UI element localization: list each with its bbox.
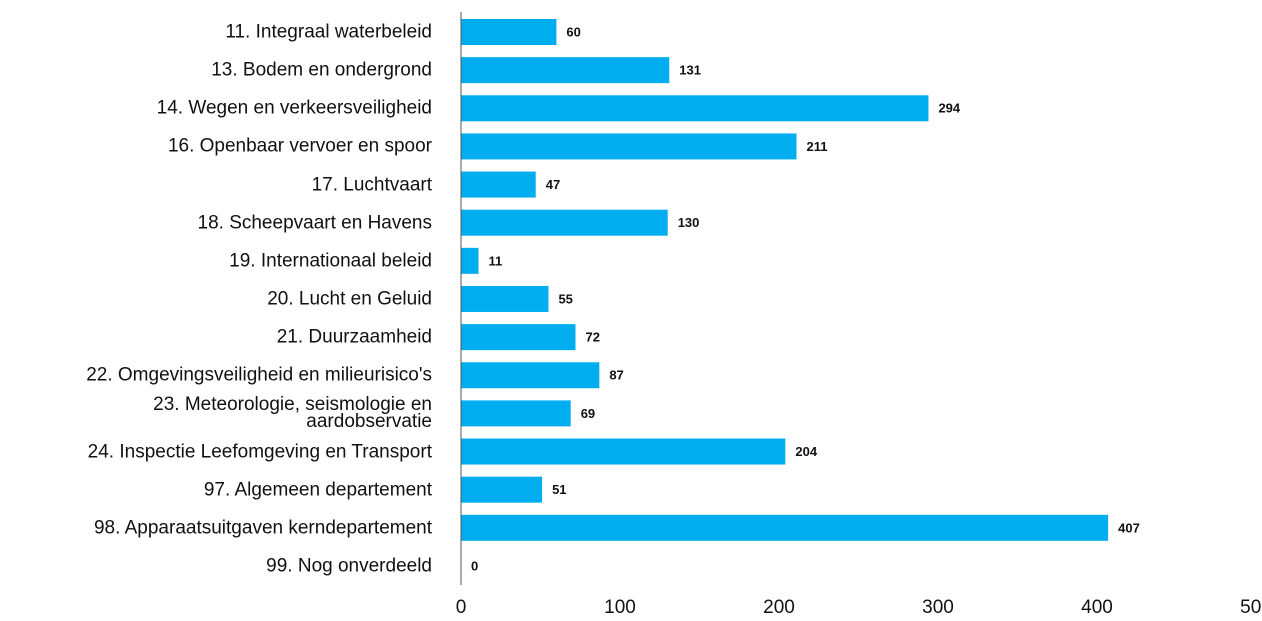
bar <box>461 362 600 389</box>
bar <box>461 285 549 312</box>
category-label: 20. Lucht en Geluid <box>267 288 432 310</box>
value-label: 47 <box>546 177 560 192</box>
category-label: 14. Wegen en verkeersveiligheid <box>156 97 432 119</box>
x-tick-label: 200 <box>763 597 795 618</box>
category-label: 16. Openbaar vervoer en spoor <box>167 135 432 157</box>
category-label: 22. Omgevingsveiligheid en milieurisico'… <box>86 364 432 386</box>
value-label: 69 <box>581 406 595 421</box>
value-label: 407 <box>1118 520 1140 535</box>
bar <box>461 57 670 84</box>
category-label: 13. Bodem en ondergrond <box>211 59 432 81</box>
bar <box>461 19 557 45</box>
category-label: 23. Meteorologie, seismologie en aardobs… <box>153 394 432 433</box>
bar <box>461 400 571 427</box>
bar <box>461 514 1109 541</box>
bar <box>461 247 479 274</box>
bar <box>461 95 929 122</box>
category-label: 11. Integraal waterbeleid <box>225 21 432 43</box>
value-label: 131 <box>679 63 701 78</box>
value-label: 11 <box>488 253 502 268</box>
x-tick-label: 100 <box>604 597 636 618</box>
value-label: 204 <box>795 444 817 459</box>
value-label: 55 <box>558 291 572 306</box>
category-label: 99. Nog onverdeeld <box>266 555 432 577</box>
category-label: 17. Luchtvaart <box>311 174 432 196</box>
value-label: 60 <box>566 24 580 39</box>
category-label: 18. Scheepvaart en Havens <box>197 212 433 234</box>
value-label: 72 <box>585 330 599 345</box>
x-tick-label: 300 <box>922 597 954 618</box>
bar <box>461 209 668 236</box>
bar <box>461 133 797 160</box>
category-label: 98. Apparaatsuitgaven kerndepartement <box>93 517 432 539</box>
value-label: 51 <box>552 482 566 497</box>
x-tick-label: 500 <box>1240 597 1262 618</box>
value-label: 87 <box>609 368 623 383</box>
bar <box>461 438 786 465</box>
value-label: 211 <box>806 139 827 154</box>
category-label: 24. Inspectie Leefomgeving en Transport <box>87 441 432 463</box>
category-label: 19. Internationaal beleid <box>229 250 432 272</box>
bar <box>461 171 536 198</box>
value-label: 130 <box>678 215 700 230</box>
category-label: 21. Duurzaamheid <box>276 326 432 348</box>
x-tick-label: 0 <box>456 597 467 618</box>
value-label: 294 <box>938 101 960 116</box>
bar <box>461 324 576 351</box>
category-label: 97. Algemeen departement <box>203 479 432 501</box>
bar <box>461 476 543 503</box>
x-tick-label: 400 <box>1081 597 1113 618</box>
value-label: 0 <box>471 558 478 573</box>
